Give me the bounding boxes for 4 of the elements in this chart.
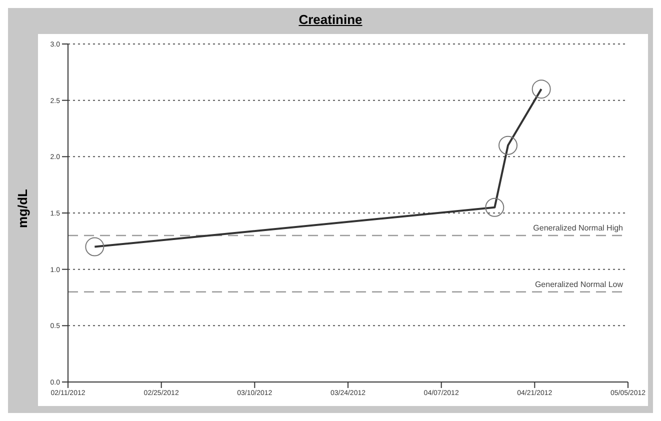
ref-line-label: Generalized Normal Low (534, 280, 624, 289)
y-axis-title: mg/dL (14, 188, 30, 228)
chart-title: Creatinine (298, 11, 364, 29)
ref-line-label: Generalized Normal High (533, 224, 623, 233)
